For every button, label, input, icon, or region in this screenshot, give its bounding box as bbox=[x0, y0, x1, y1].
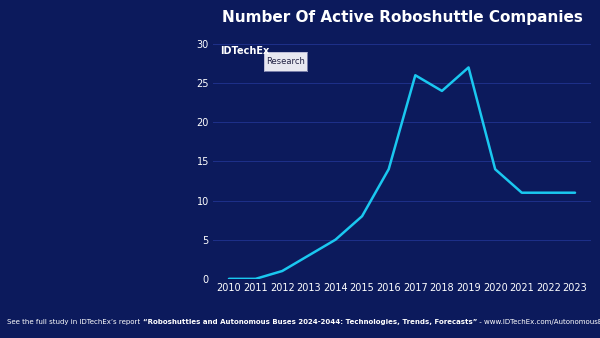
Text: See the full study in IDTechEx’s report: See the full study in IDTechEx’s report bbox=[7, 319, 143, 325]
Text: Number Of Active Roboshuttle Companies: Number Of Active Roboshuttle Companies bbox=[221, 10, 583, 25]
Text: “Roboshuttles and Autonomous Buses 2024-2044: Technologies, Trends, Forecasts”: “Roboshuttles and Autonomous Buses 2024-… bbox=[143, 319, 477, 325]
Text: Research: Research bbox=[266, 57, 305, 66]
Text: - www.IDTechEx.com/AutonomousBus: - www.IDTechEx.com/AutonomousBus bbox=[477, 319, 600, 325]
Text: IDTechEx: IDTechEx bbox=[220, 46, 269, 56]
